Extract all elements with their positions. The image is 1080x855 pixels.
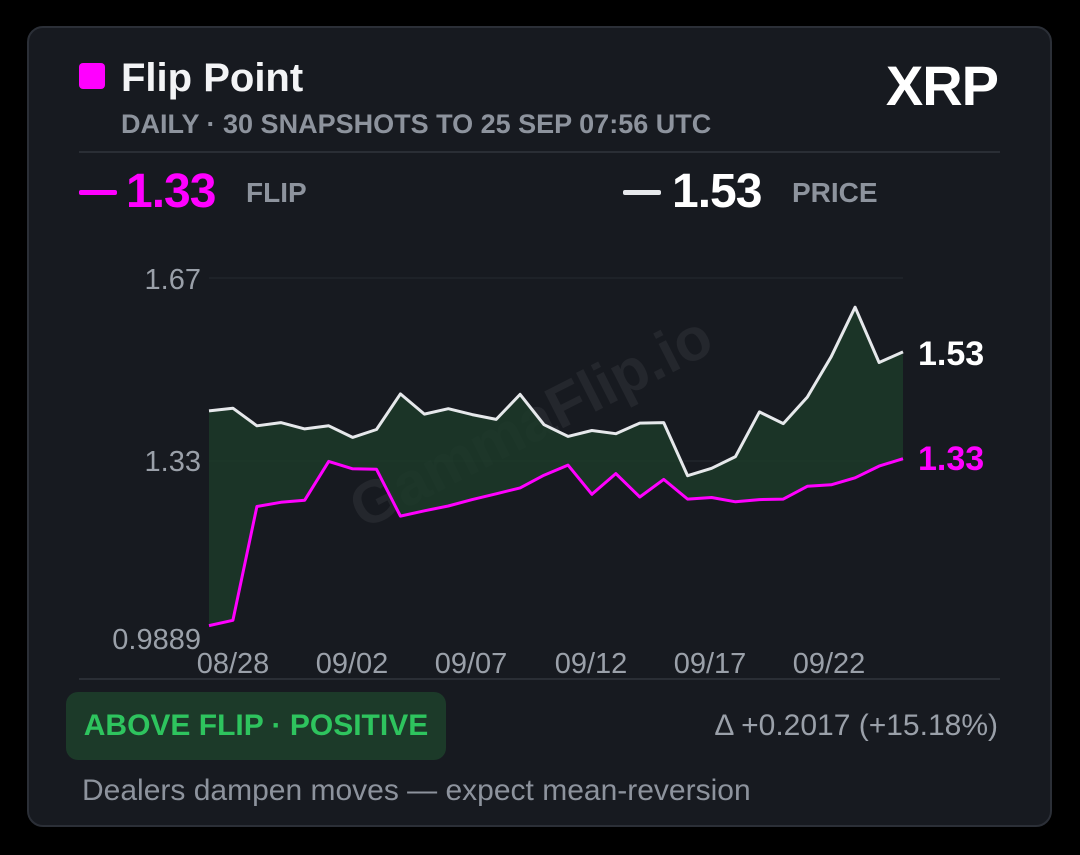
header-divider <box>79 151 1000 153</box>
delta-readout: Δ +0.2017 (+15.18%) <box>714 709 998 742</box>
x-tick-label: 08/28 <box>196 648 270 680</box>
regime-note: Dealers dampen moves — expect mean-rever… <box>82 774 751 807</box>
symbol-label: XRP <box>885 54 999 117</box>
x-tick-label: 09/12 <box>554 648 628 680</box>
price-series-line <box>208 305 904 478</box>
y-tick-label: 0.9889 <box>112 624 201 656</box>
price-value: 1.53 <box>672 165 762 218</box>
card-subtitle: DAILY · 30 SNAPSHOTS TO 25 SEP 07:56 UTC <box>121 109 712 139</box>
price-end-label: 1.53 <box>918 335 985 373</box>
price-dash-icon <box>623 190 661 195</box>
x-tick-label: 09/22 <box>792 648 866 680</box>
flip-end-label: 1.33 <box>918 440 985 478</box>
between-fill-area <box>209 307 903 626</box>
card-title: Flip Point <box>121 56 304 100</box>
x-tick-label: 09/02 <box>315 648 389 680</box>
flip-value: 1.33 <box>126 165 216 218</box>
footer-divider <box>79 678 1000 680</box>
x-tick-label: 09/07 <box>434 648 508 680</box>
price-label: PRICE <box>792 177 878 208</box>
y-tick-label: 1.67 <box>144 264 201 296</box>
regime-badge: ABOVE FLIP · POSITIVE <box>66 692 446 760</box>
flip-label: FLIP <box>246 177 307 208</box>
flip-series-line <box>208 457 904 628</box>
x-tick-label: 09/17 <box>673 648 747 680</box>
legend-swatch-icon <box>79 63 105 89</box>
between-fill <box>209 307 903 626</box>
y-tick-label: 1.33 <box>144 446 201 478</box>
flip-dash-icon <box>79 190 117 195</box>
